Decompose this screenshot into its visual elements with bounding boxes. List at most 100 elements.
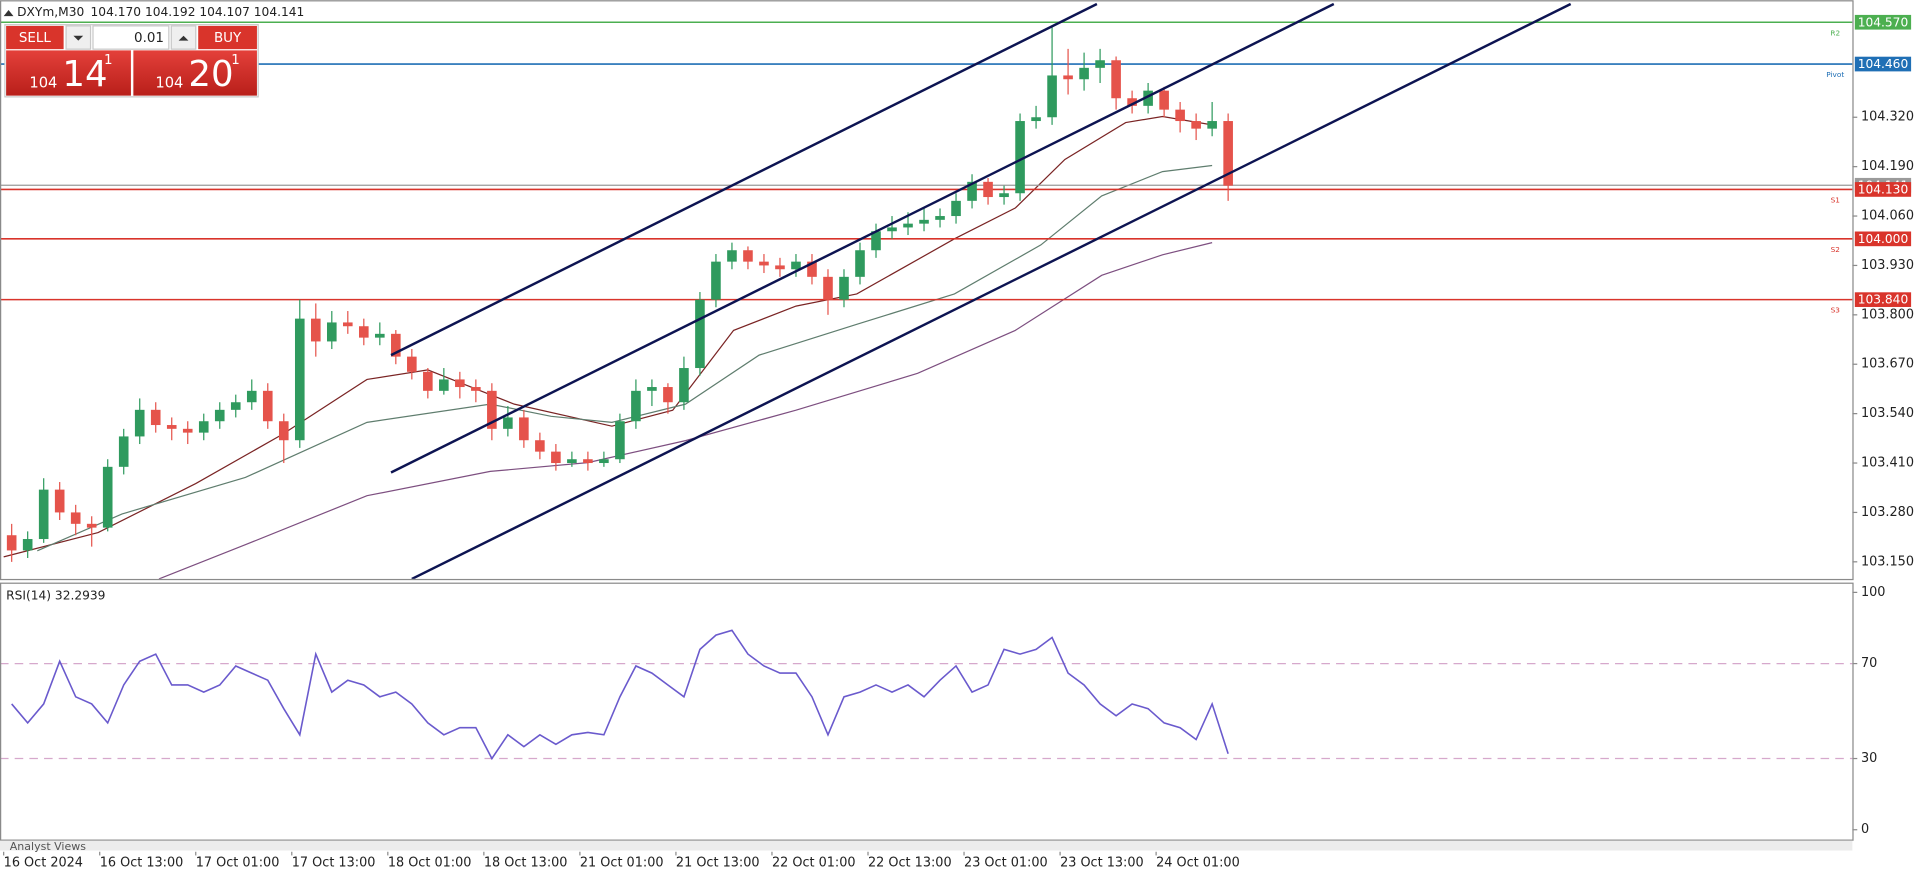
candle-body [1095,60,1105,68]
candle-body [310,318,321,342]
candle-body [647,387,657,391]
y-tick-label: 103.150 [1861,554,1914,569]
rsi-title: RSI(14) 32.2939 [6,589,105,603]
x-tick-label: 17 Oct 13:00 [292,855,376,870]
pivot-level-tag-bg [1854,182,1912,197]
candle-body [343,322,353,327]
pivot-level-tag-bg [1854,292,1912,307]
x-tick-label: 23 Oct 01:00 [964,855,1048,870]
pivot-level-name: Pivot [1826,70,1844,79]
candle-body [1175,109,1185,122]
pivot-level-tag-bg [1854,14,1912,30]
candle-body [118,436,129,467]
x-tick-label: 22 Oct 13:00 [868,855,952,870]
volume-value: 0.01 [134,31,164,46]
candle-body [1015,121,1025,194]
y-tick-label: 103.540 [1861,406,1914,421]
candle-body [38,489,49,540]
candle-body [679,368,689,403]
sell-big-figure: 104 [29,74,57,91]
collapse-icon[interactable] [3,9,14,17]
y-tick-label: 103.410 [1861,456,1914,471]
candle-body [54,489,65,513]
candle-body [1223,121,1233,186]
volume-input[interactable] [92,25,170,50]
candle-body [278,421,289,441]
candle-body [967,181,977,201]
sell-price-box[interactable] [6,50,131,96]
main-plot: R2 Pivot S1 S2 S3 [0,2,1853,579]
candle-body [1127,98,1137,106]
candle-body [1143,90,1153,106]
y-tick-label: 70 [1861,656,1877,671]
candle-body [375,333,385,338]
y-tick-label: 104.060 [1861,209,1914,224]
candle-body [70,512,81,524]
candle-body [535,440,545,452]
candle-body [759,261,769,266]
candle-body [102,466,113,528]
candle-body [919,219,929,224]
candle-body [983,181,993,198]
sell-button[interactable] [6,25,64,50]
up-arrow [178,35,189,41]
pivot-level-name: S3 [1831,306,1841,315]
candle-body [423,371,433,391]
sell-fraction: 1 [104,53,113,68]
buy-button[interactable] [198,25,257,50]
candle-body [487,390,497,429]
sell-label: SELL [19,31,52,46]
footer-tab[interactable]: Analyst Views [10,840,86,853]
y-tick-label: 103.930 [1861,258,1914,273]
candle-body [791,261,801,270]
candle-body [903,223,913,228]
candle-body [86,523,97,528]
pivot-level-tag: 103.840 [1858,293,1909,307]
candle-body [615,421,625,460]
candle-body [823,276,833,300]
candle-body [246,390,257,403]
trade-panel: SELL 0.01 BUY 104 14 1 104 20 1 [4,24,259,98]
buy-price-box[interactable] [133,50,257,96]
rsi-frame [0,582,1854,841]
candle-body [807,261,817,277]
candle-body [567,459,577,464]
pivot-level-tag: 104.570 [1858,15,1909,29]
main-frame [0,0,1854,581]
candle-body [1159,90,1169,110]
candle-body [503,417,513,429]
candle-body [1063,75,1073,80]
candle-body [455,379,465,388]
candle-body [134,409,145,437]
x-tick-label: 21 Oct 13:00 [676,855,760,870]
candle-body [262,390,273,422]
x-tick-label: 16 Oct 13:00 [100,855,184,870]
candle-body [999,193,1009,198]
moving-average [3,115,1213,558]
candle-body [439,379,449,391]
candle-body [1207,121,1217,129]
candle-body [663,387,673,403]
x-tick-label: 24 Oct 01:00 [1156,855,1240,870]
candle-body [1111,60,1121,99]
candle-body [871,231,881,251]
candle-body [887,227,897,232]
candle-body [198,421,209,433]
x-tick-label: 16 Oct 2024 [4,855,83,870]
candle-body [855,250,865,277]
pivot-level-name: S1 [1831,195,1840,204]
candle-body [150,409,161,426]
y-tick-label: 104.190 [1861,159,1914,174]
candle-body [182,428,193,433]
candle-body [631,390,641,422]
buy-fraction: 1 [231,53,240,68]
rsi-line [11,629,1229,761]
rsi-plot [0,629,1853,761]
pivot-level-tag-bg [1854,231,1912,247]
pivot-level-name: S2 [1831,245,1840,254]
channel-line [411,2,1572,579]
